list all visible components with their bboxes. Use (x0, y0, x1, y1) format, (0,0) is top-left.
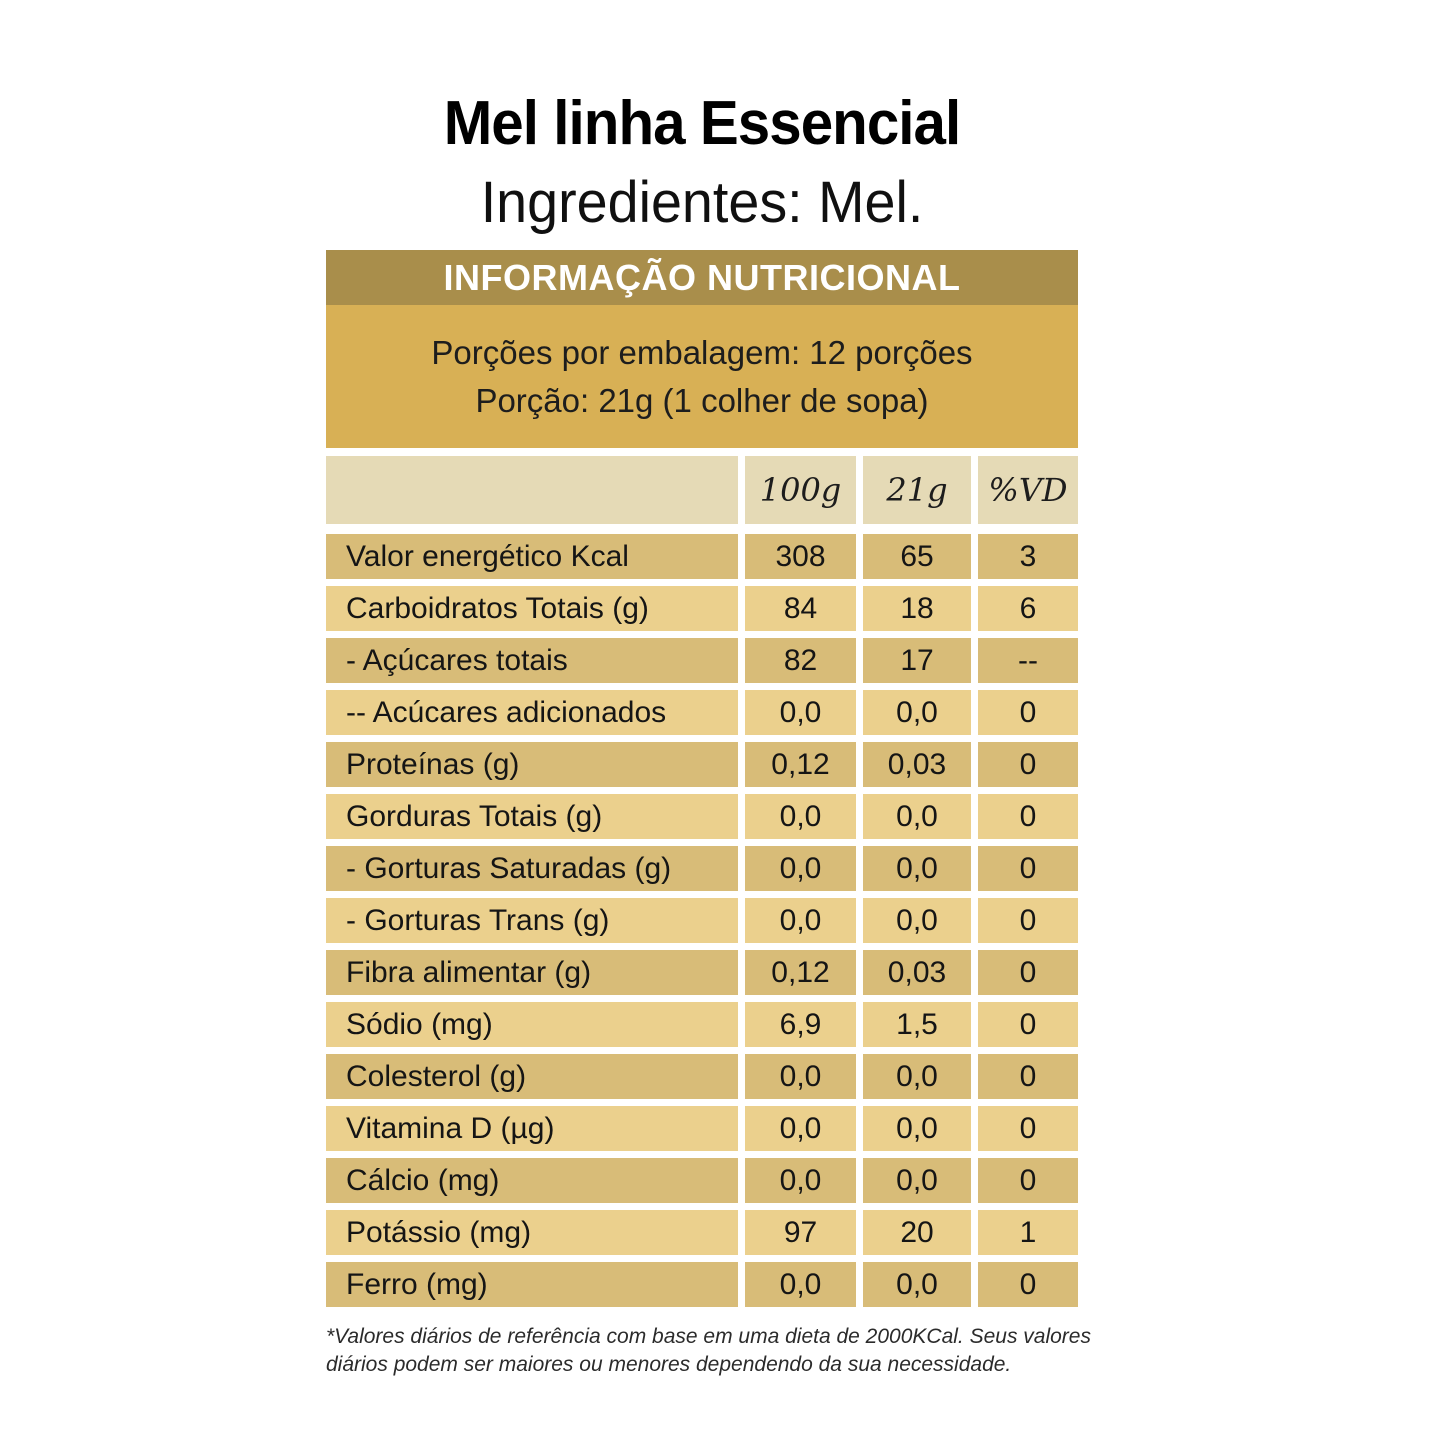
nutrient-name: - Gorturas Trans (g) (326, 898, 738, 943)
column-header-100g: 100g (745, 456, 856, 524)
column-header-row: 100g 21g %VD (326, 456, 1078, 524)
value-percent-dv: 0 (978, 846, 1078, 891)
nutrient-name: Gorduras Totais (g) (326, 794, 738, 839)
nutrient-row: Gorduras Totais (g) 0,0 0,0 0 (326, 794, 1078, 839)
nutrient-row: - Gorturas Saturadas (g) 0,0 0,0 0 (326, 846, 1078, 891)
servings-block: Porções por embalagem: 12 porções Porção… (326, 305, 1078, 448)
value-per-serving: 0,0 (863, 898, 971, 943)
product-title: Mel linha Essencial (443, 89, 962, 158)
nutrient-name: Ferro (mg) (326, 1262, 738, 1307)
nutrition-header: INFORMAÇÃO NUTRICIONAL (326, 250, 1078, 305)
nutrient-row: Vitamina D (µg) 0,0 0,0 0 (326, 1106, 1078, 1151)
value-per-100g: 0,0 (745, 794, 856, 839)
value-per-100g: 0,12 (745, 742, 856, 787)
value-per-100g: 0,0 (745, 1106, 856, 1151)
value-percent-dv: 0 (978, 690, 1078, 735)
value-per-100g: 0,0 (745, 1158, 856, 1203)
nutrient-name: Valor energético Kcal (326, 534, 738, 579)
nutrient-name: Colesterol (g) (326, 1054, 738, 1099)
footnote-line-2: diários podem ser maiores ou menores dep… (326, 1353, 1012, 1376)
value-per-100g: 84 (745, 586, 856, 631)
nutrient-name: - Açúcares totais (326, 638, 738, 683)
serving-size-line: Porção: 21g (1 colher de sopa) (475, 381, 929, 419)
value-per-serving: 0,0 (863, 1158, 971, 1203)
value-per-serving: 0,0 (863, 1054, 971, 1099)
value-percent-dv: 3 (978, 534, 1078, 579)
nutrient-row: Potássio (mg) 97 20 1 (326, 1210, 1078, 1255)
nutrient-row: Cálcio (mg) 0,0 0,0 0 (326, 1158, 1078, 1203)
nutrient-name: Vitamina D (µg) (326, 1106, 738, 1151)
value-per-serving: 0,03 (863, 950, 971, 995)
value-per-serving: 0,0 (863, 794, 971, 839)
nutrient-name: Carboidratos Totais (g) (326, 586, 738, 631)
value-per-serving: 20 (863, 1210, 971, 1255)
value-per-100g: 0,0 (745, 846, 856, 891)
value-per-serving: 1,5 (863, 1002, 971, 1047)
nutrient-row: Fibra alimentar (g) 0,12 0,03 0 (326, 950, 1078, 995)
nutrient-row: - Açúcares totais 82 17 -- (326, 638, 1078, 683)
nutrient-row: Ferro (mg) 0,0 0,0 0 (326, 1262, 1078, 1307)
column-header-vd: %VD (978, 456, 1078, 524)
value-per-serving: 0,0 (863, 1262, 971, 1307)
value-per-100g: 0,0 (745, 690, 856, 735)
value-percent-dv: 0 (978, 1106, 1078, 1151)
value-percent-dv: 0 (978, 898, 1078, 943)
nutrient-name: Cálcio (mg) (326, 1158, 738, 1203)
nutrition-label-card: INFORMAÇÃO NUTRICIONAL Porções por embal… (326, 250, 1091, 1379)
nutrient-name: Proteínas (g) (326, 742, 738, 787)
value-per-serving: 17 (863, 638, 971, 683)
nutrient-name: Potássio (mg) (326, 1210, 738, 1255)
nutrient-name: Sódio (mg) (326, 1002, 738, 1047)
value-per-serving: 0,0 (863, 1106, 971, 1151)
nutrient-name: Fibra alimentar (g) (326, 950, 738, 995)
value-per-100g: 0,0 (745, 898, 856, 943)
servings-per-package-line: Porções por embalagem: 12 porções (431, 333, 973, 371)
nutrient-row: Carboidratos Totais (g) 84 18 6 (326, 586, 1078, 631)
nutrient-row: Colesterol (g) 0,0 0,0 0 (326, 1054, 1078, 1099)
value-percent-dv: 1 (978, 1210, 1078, 1255)
value-per-serving: 0,0 (863, 846, 971, 891)
value-percent-dv: 0 (978, 1002, 1078, 1047)
nutrient-row: -- Acúcares adicionados 0,0 0,0 0 (326, 690, 1078, 735)
value-per-serving: 0,03 (863, 742, 971, 787)
value-per-100g: 0,0 (745, 1262, 856, 1307)
footnote-line-1: *Valores diários de referência com base … (326, 1325, 1091, 1348)
value-per-100g: 0,12 (745, 950, 856, 995)
value-percent-dv: 6 (978, 586, 1078, 631)
value-percent-dv: 0 (978, 950, 1078, 995)
title-block: Mel linha Essencial Ingredientes: Mel. (326, 92, 1078, 236)
nutrient-name: - Gorturas Saturadas (g) (326, 846, 738, 891)
nutrient-rows: Valor energético Kcal 308 65 3 Carboidratos … (326, 534, 1078, 1307)
value-percent-dv: 0 (978, 794, 1078, 839)
column-header-spacer (326, 456, 738, 524)
column-header-21g: 21g (863, 456, 971, 524)
value-percent-dv: 0 (978, 1262, 1078, 1307)
nutrient-name: -- Acúcares adicionados (326, 690, 738, 735)
value-per-serving: 65 (863, 534, 971, 579)
nutrient-row: Sódio (mg) 6,9 1,5 0 (326, 1002, 1078, 1047)
nutrient-row: - Gorturas Trans (g) 0,0 0,0 0 (326, 898, 1078, 943)
footnote: *Valores diários de referência com base … (326, 1323, 1091, 1379)
value-percent-dv: 0 (978, 1054, 1078, 1099)
value-per-100g: 308 (745, 534, 856, 579)
value-per-100g: 82 (745, 638, 856, 683)
value-percent-dv: -- (978, 638, 1078, 683)
ingredients-line: Ingredientes: Mel. (480, 170, 924, 235)
value-percent-dv: 0 (978, 1158, 1078, 1203)
value-per-serving: 18 (863, 586, 971, 631)
nutrient-row: Valor energético Kcal 308 65 3 (326, 534, 1078, 579)
value-per-100g: 6,9 (745, 1002, 856, 1047)
nutrient-row: Proteínas (g) 0,12 0,03 0 (326, 742, 1078, 787)
value-per-100g: 97 (745, 1210, 856, 1255)
page: Mel linha Essencial Ingredientes: Mel. I… (326, 92, 1091, 1379)
value-percent-dv: 0 (978, 742, 1078, 787)
value-per-100g: 0,0 (745, 1054, 856, 1099)
value-per-serving: 0,0 (863, 690, 971, 735)
